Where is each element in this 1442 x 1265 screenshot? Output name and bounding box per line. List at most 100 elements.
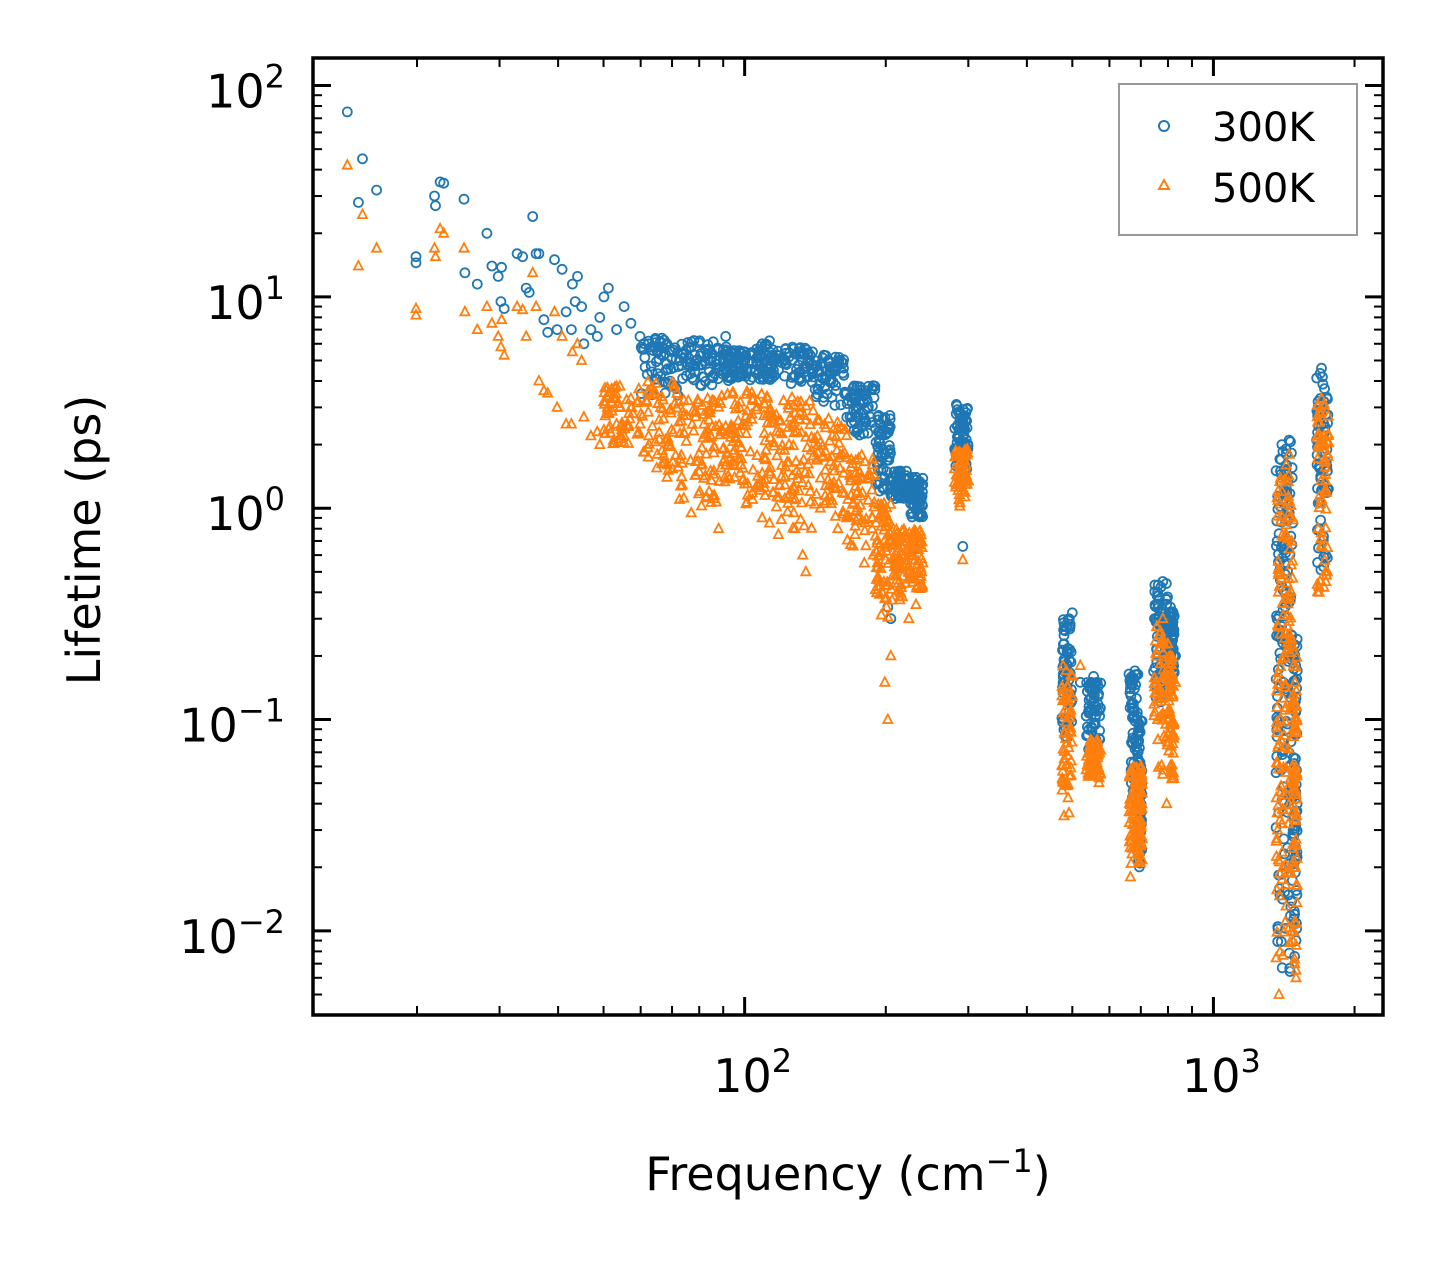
data-point <box>957 541 969 552</box>
data-point <box>1084 706 1095 718</box>
data-point <box>1167 746 1180 758</box>
data-point <box>823 477 836 489</box>
data-point <box>862 493 875 505</box>
data-point <box>523 286 535 298</box>
data-point <box>740 426 753 439</box>
data-point <box>1282 474 1295 487</box>
data-point <box>1124 870 1137 882</box>
data-point <box>778 491 791 503</box>
data-point <box>1163 701 1176 714</box>
data-point <box>1271 805 1284 818</box>
data-point <box>1291 851 1303 863</box>
data-point <box>1156 636 1169 648</box>
data-point <box>686 417 699 429</box>
data-point <box>1273 888 1286 901</box>
data-point <box>542 326 554 338</box>
data-point <box>774 414 787 426</box>
data-point <box>707 336 719 348</box>
data-point <box>880 600 893 612</box>
data-point <box>1273 813 1286 825</box>
data-point <box>705 495 718 507</box>
data-point <box>661 338 673 350</box>
data-point <box>549 254 560 266</box>
data-point <box>1128 839 1141 852</box>
data-point <box>1270 715 1283 727</box>
data-point <box>608 436 621 448</box>
data-point <box>1322 435 1335 448</box>
data-point <box>688 374 700 386</box>
data-point <box>1151 691 1164 704</box>
data-point <box>520 329 533 341</box>
data-point <box>1064 760 1077 773</box>
data-point <box>1124 797 1137 809</box>
data-point <box>1089 754 1102 766</box>
legend-label-300K: 300K <box>1212 105 1316 151</box>
data-point <box>566 324 577 336</box>
data-point <box>841 533 854 545</box>
data-point <box>866 457 879 470</box>
data-point <box>548 304 561 317</box>
data-point <box>357 153 368 165</box>
data-point <box>1166 690 1179 702</box>
data-point <box>827 479 840 491</box>
data-point <box>458 241 470 253</box>
data-point <box>597 423 610 435</box>
data-point <box>651 346 663 358</box>
data-point <box>695 440 708 453</box>
data-point <box>1160 593 1172 604</box>
data-point <box>686 403 699 416</box>
data-point <box>485 316 498 328</box>
data-point <box>745 412 758 424</box>
data-point <box>867 380 879 392</box>
data-point <box>1274 471 1287 483</box>
data-point <box>541 386 554 398</box>
data-point <box>556 263 568 275</box>
data-point <box>773 364 784 376</box>
data-point <box>1056 771 1069 783</box>
data-point <box>680 408 693 421</box>
data-point <box>747 371 759 383</box>
data-point <box>701 391 714 403</box>
data-point <box>828 365 839 377</box>
data-point <box>803 394 816 406</box>
data-point <box>632 381 645 394</box>
data-point <box>675 448 688 460</box>
data-point <box>1165 620 1177 631</box>
data-point <box>894 552 907 564</box>
data-point <box>713 364 724 376</box>
data-point <box>695 499 708 511</box>
data-point <box>1154 593 1165 605</box>
data-point <box>1085 769 1098 781</box>
data-point <box>726 454 739 466</box>
data-point <box>910 597 922 609</box>
data-point <box>1167 765 1180 778</box>
data-point <box>1290 895 1303 908</box>
data-point <box>517 251 528 263</box>
data-point <box>1275 779 1287 791</box>
data-point <box>888 556 901 568</box>
data-point <box>849 527 862 539</box>
data-point <box>759 488 771 500</box>
data-point <box>794 512 807 524</box>
data-point <box>910 581 923 593</box>
data-point <box>565 417 578 429</box>
data-point <box>858 556 871 568</box>
data-point <box>814 378 826 390</box>
data-point <box>656 401 669 414</box>
data-point <box>1056 764 1069 776</box>
data-point <box>585 324 597 336</box>
data-point <box>1074 658 1087 670</box>
data-point <box>720 341 732 353</box>
data-point <box>1128 698 1139 710</box>
data-point <box>837 466 850 478</box>
data-point <box>770 424 783 437</box>
data-point <box>797 452 810 465</box>
data-point <box>1319 520 1332 533</box>
data-point <box>840 428 853 441</box>
data-point <box>731 362 742 374</box>
legend-box <box>1118 83 1358 236</box>
data-point <box>866 452 879 464</box>
data-point <box>1312 440 1325 453</box>
data-point <box>872 441 884 452</box>
data-point <box>657 393 669 405</box>
